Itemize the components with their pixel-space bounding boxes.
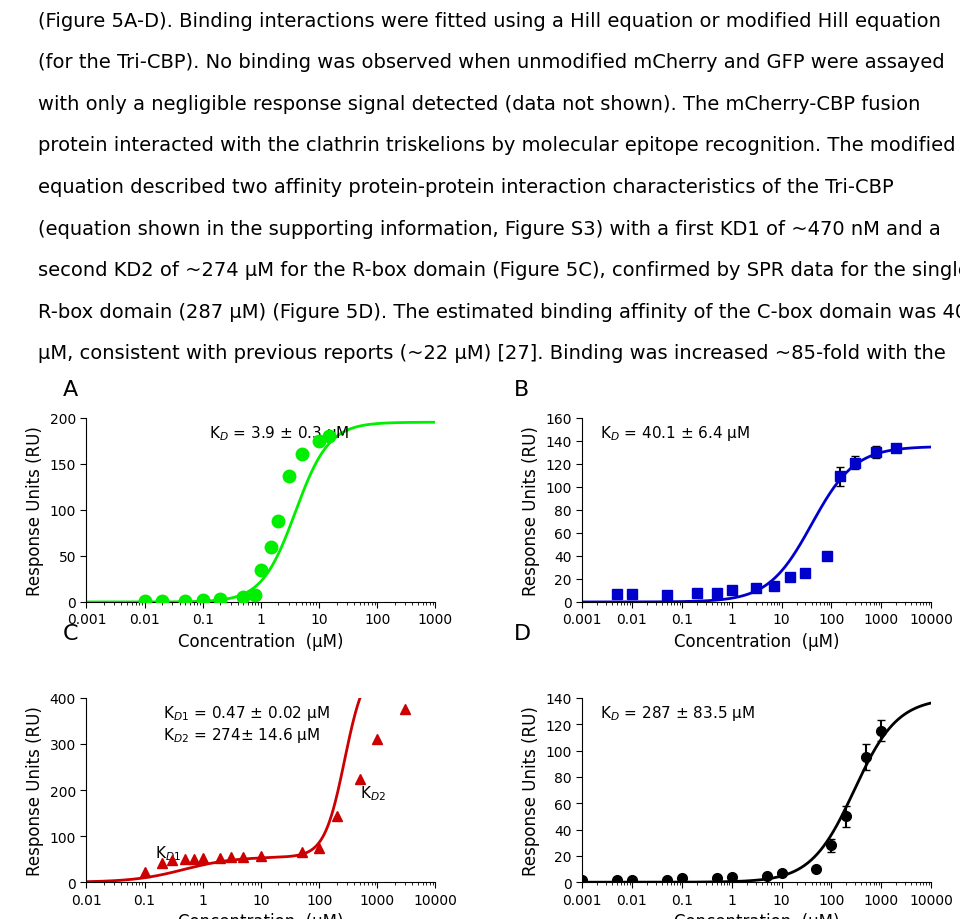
Y-axis label: Response Units (RU): Response Units (RU) [26,705,44,875]
X-axis label: Concentration  (μM): Concentration (μM) [674,913,839,919]
Text: K$_{D}$ = 40.1 ± 6.4 μM: K$_{D}$ = 40.1 ± 6.4 μM [600,424,750,443]
Y-axis label: Response Units (RU): Response Units (RU) [26,425,44,596]
Text: K$_{D2}$ = 274± 14.6 μM: K$_{D2}$ = 274± 14.6 μM [163,726,320,744]
Text: equation described two affinity protein-protein interaction characteristics of t: equation described two affinity protein-… [38,177,894,197]
Text: K$_{D1}$ = 0.47 ± 0.02 μM: K$_{D1}$ = 0.47 ± 0.02 μM [163,704,330,722]
X-axis label: Concentration  (μM): Concentration (μM) [179,913,344,919]
Text: D: D [514,623,531,643]
Y-axis label: Response Units (RU): Response Units (RU) [522,705,540,875]
X-axis label: Concentration  (μM): Concentration (μM) [179,632,344,651]
Text: K$_{D2}$: K$_{D2}$ [360,783,386,801]
Text: K$_{D}$ = 3.9 ± 0.3 μM: K$_{D}$ = 3.9 ± 0.3 μM [208,424,349,443]
Text: with only a negligible response signal detected (data not shown). The mCherry-CB: with only a negligible response signal d… [38,95,921,114]
Text: protein interacted with the clathrin triskelions by molecular epitope recognitio: protein interacted with the clathrin tri… [38,136,960,155]
Y-axis label: Response Units (RU): Response Units (RU) [521,425,540,596]
Text: (Figure 5A-D). Binding interactions were fitted using a Hill equation or modifie: (Figure 5A-D). Binding interactions were… [38,12,941,31]
Text: A: A [62,380,78,400]
Text: B: B [514,380,529,400]
Text: K$_{D}$ = 287 ± 83.5 μM: K$_{D}$ = 287 ± 83.5 μM [600,704,755,722]
Text: (for the Tri-CBP). No binding was observed when unmodified mCherry and GFP were : (for the Tri-CBP). No binding was observ… [38,53,945,73]
Text: K$_{D1}$: K$_{D1}$ [155,843,180,862]
Text: second KD2 of ~274 μM for the R-box domain (Figure 5C), confirmed by SPR data fo: second KD2 of ~274 μM for the R-box doma… [38,261,960,279]
Text: (equation shown in the supporting information, Figure S3) with a first KD1 of ~4: (equation shown in the supporting inform… [38,220,941,238]
Text: C: C [62,623,78,643]
Text: R-box domain (287 μM) (Figure 5D). The estimated binding affinity of the C-box d: R-box domain (287 μM) (Figure 5D). The e… [38,302,960,322]
X-axis label: Concentration  (μM): Concentration (μM) [674,632,839,651]
Text: μM, consistent with previous reports (~22 μM) [27]. Binding was increased ~85-fo: μM, consistent with previous reports (~2… [38,344,947,363]
